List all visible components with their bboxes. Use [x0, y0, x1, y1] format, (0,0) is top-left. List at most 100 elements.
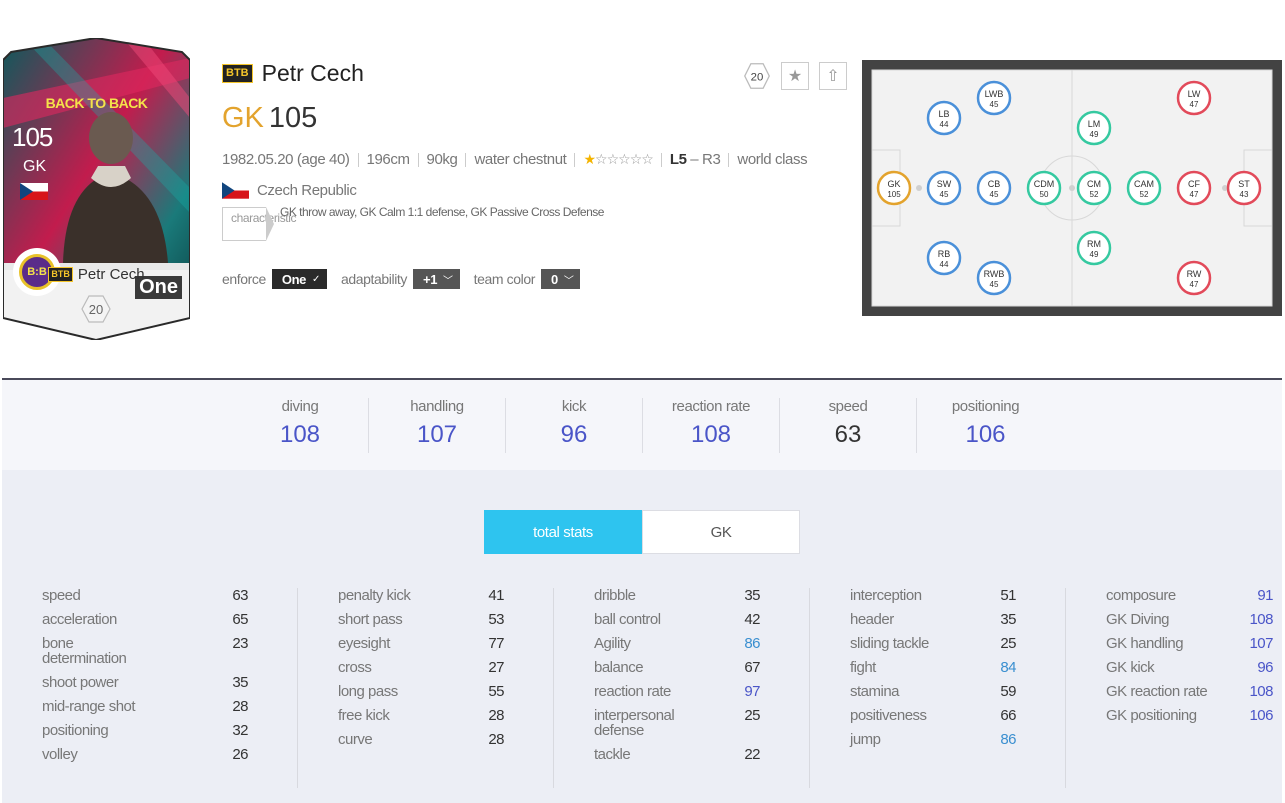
pitch-position-value: 49 — [1090, 250, 1099, 259]
stat-row: positioning 32 — [42, 723, 248, 738]
stat-label: positioning — [42, 722, 109, 739]
height: 196cm — [366, 151, 410, 168]
stat-value: 86 — [744, 635, 760, 652]
detailed-stats: total stats GK speed 63 acceleration 65 bone… — [2, 470, 1282, 803]
player-card: BACK TO BACK 105 GK B:B One BTB Petr Cec… — [3, 38, 190, 340]
stat-value: 26 — [232, 746, 248, 763]
tab-gk[interactable]: GK — [642, 510, 800, 554]
adaptability-label: adaptability — [340, 271, 408, 287]
stat-value: 28 — [488, 707, 504, 724]
upgrade-button[interactable]: ⇧ — [819, 62, 847, 90]
stat-row: stamina 59 — [850, 684, 1016, 699]
stat-value: 106 — [1249, 707, 1273, 724]
summary-list: diving 108 handling 107 kick 96 reaction rate 1… — [232, 398, 1054, 453]
stat-label: tackle — [594, 746, 631, 763]
stat-label: interception — [850, 587, 922, 604]
pitch-position-value: 45 — [940, 190, 949, 199]
stat-value: 23 — [232, 635, 248, 652]
stat-row: GK handling 107 — [1106, 636, 1273, 651]
pitch-position-label: CB — [988, 179, 1001, 189]
stat-column: penalty kick 41 short pass 53 eyesight 77 cros… — [298, 588, 554, 788]
stat-value: 59 — [1000, 683, 1016, 700]
level-badge-text: 20 — [751, 71, 764, 83]
btb-logo-icon: BTB — [48, 267, 73, 282]
pitch-position-label: LM — [1088, 119, 1101, 129]
stat-label: GK positioning — [1106, 707, 1197, 724]
stat-row: curve 28 — [338, 732, 504, 747]
stat-row: positiveness 66 — [850, 708, 1016, 723]
star-empty-icon: ☆ — [629, 151, 643, 167]
stat-row: ball control 42 — [594, 612, 760, 627]
stat-label: penalty kick — [338, 587, 411, 604]
stat-row: acceleration 65 — [42, 612, 248, 627]
stat-tabs: total stats GK — [484, 510, 800, 554]
stat-value: 66 — [1000, 707, 1016, 724]
adaptability-select[interactable]: +1 ﹀ — [413, 269, 460, 289]
stat-value: 27 — [488, 659, 504, 676]
pitch-position-label: SW — [937, 179, 952, 189]
team-color-select[interactable]: 0 ﹀ — [541, 269, 581, 289]
pitch-position-label: LB — [938, 109, 949, 119]
body-type: water chestnut — [474, 151, 567, 168]
pitch-position-label: LW — [1188, 89, 1201, 99]
stat-value: 67 — [744, 659, 760, 676]
stat-row: Agility 86 — [594, 636, 760, 651]
summary-stat: reaction rate 108 — [643, 398, 780, 453]
stat-row: composure 91 — [1106, 588, 1273, 603]
card-name-bar: BTB Petr Cech — [3, 266, 190, 283]
enforce-select[interactable]: One ✓ — [271, 269, 327, 289]
stat-label: interpersonal defense — [594, 707, 675, 739]
stat-column: composure 91 GK Diving 108 GK handling 107 GK … — [1066, 588, 1285, 788]
stat-value: 53 — [488, 611, 504, 628]
pitch-position-value: 44 — [940, 260, 949, 269]
summary-stats: diving 108 handling 107 kick 96 reaction rate 1… — [2, 380, 1282, 470]
summary-stat: positioning 106 — [917, 398, 1054, 453]
pitch-position-label: RB — [938, 249, 951, 259]
stat-value: 28 — [232, 698, 248, 715]
btb-logo-icon: BTB — [222, 64, 253, 83]
pitch-position-label: CM — [1087, 179, 1101, 189]
stat-value: 35 — [744, 587, 760, 604]
stat-value: 25 — [1000, 635, 1016, 652]
player-info: BTB Petr Cech 20 ★ ⇧ GK 105 1982.05.20 (a… — [222, 60, 847, 289]
summary-stat: kick 96 — [506, 398, 643, 453]
skill-stars: ★☆☆☆☆☆ — [583, 151, 654, 168]
foot-info: L5 – R3 — [670, 151, 721, 168]
enforce-label: enforce — [222, 271, 266, 287]
stat-label: header — [850, 611, 894, 628]
main-overall: 105 — [268, 102, 318, 134]
main-position: GK — [222, 102, 264, 134]
upgrade-arrow-icon: ⇧ — [826, 68, 840, 85]
divider — [417, 152, 419, 167]
position-overall: GK 105 — [222, 102, 847, 135]
favorite-star-button[interactable]: ★ — [781, 62, 809, 90]
stat-value: 84 — [1000, 659, 1016, 676]
stat-row: jump 86 — [850, 732, 1016, 747]
card-season-tag: BACK TO BACK — [45, 95, 148, 111]
tab-total-stats[interactable]: total stats — [484, 510, 642, 554]
stat-value: 35 — [232, 674, 248, 691]
stat-label: free kick — [338, 707, 390, 724]
summary-stat-value: 107 — [416, 421, 458, 448]
star-empty-icon: ☆ — [641, 151, 654, 167]
stat-row: long pass 55 — [338, 684, 504, 699]
level-badge[interactable]: 20 — [743, 62, 771, 90]
foot-left: L5 — [669, 151, 687, 168]
stat-column: dribble 35 ball control 42 Agility 86 balance 6… — [554, 588, 810, 788]
